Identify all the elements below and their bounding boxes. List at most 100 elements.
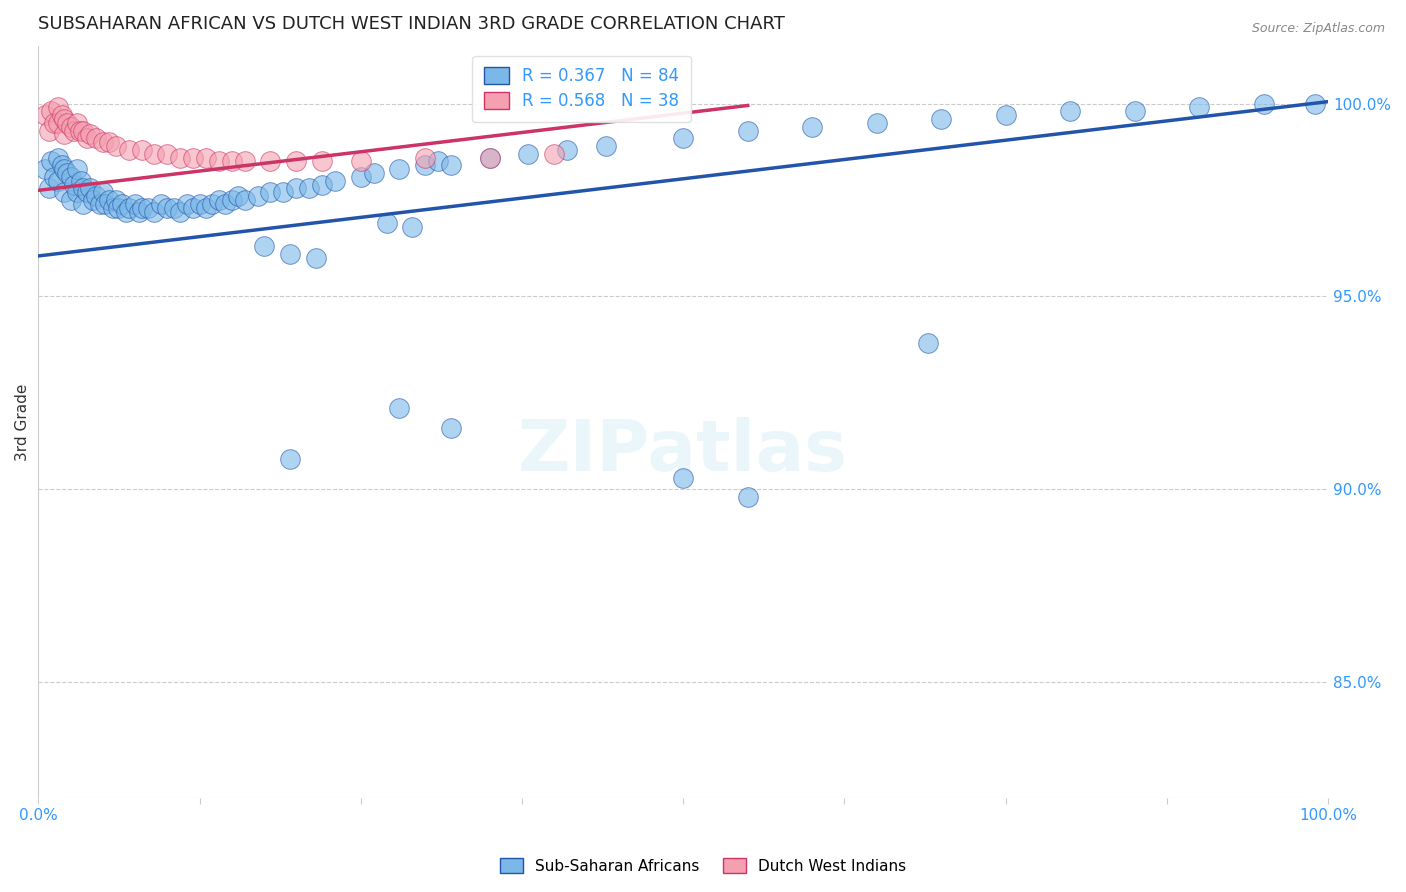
Point: [226, 189, 249, 203]
Point: [51, 108, 73, 122]
Point: [53, 186, 76, 200]
Point: [478, 151, 501, 165]
Point: [994, 108, 1017, 122]
Point: [53, 162, 76, 177]
Point: [101, 201, 124, 215]
Point: [208, 154, 231, 169]
Point: [388, 162, 411, 177]
Point: [70, 174, 93, 188]
Point: [1303, 96, 1326, 111]
Point: [42, 116, 65, 130]
Point: [478, 151, 501, 165]
Point: [214, 197, 236, 211]
Point: [413, 151, 436, 165]
Point: [39, 154, 62, 169]
Point: [169, 151, 191, 165]
Point: [181, 201, 204, 215]
Point: [98, 193, 121, 207]
Point: [273, 186, 295, 200]
Point: [55, 116, 77, 130]
Point: [285, 181, 308, 195]
Point: [82, 193, 104, 207]
Point: [156, 146, 179, 161]
Point: [117, 143, 139, 157]
Text: SUBSAHARAN AFRICAN VS DUTCH WEST INDIAN 3RD GRADE CORRELATION CHART: SUBSAHARAN AFRICAN VS DUTCH WEST INDIAN …: [38, 15, 785, 33]
Point: [388, 401, 411, 416]
Point: [555, 143, 578, 157]
Text: Source: ZipAtlas.com: Source: ZipAtlas.com: [1251, 22, 1385, 36]
Legend: Sub-Saharan Africans, Dutch West Indians: Sub-Saharan Africans, Dutch West Indians: [494, 852, 912, 880]
Point: [304, 251, 326, 265]
Point: [188, 197, 211, 211]
Point: [1188, 100, 1211, 114]
Point: [929, 112, 952, 126]
Point: [253, 239, 276, 253]
Point: [63, 178, 86, 192]
Point: [595, 139, 617, 153]
Point: [259, 186, 281, 200]
Point: [53, 112, 76, 126]
Point: [427, 154, 450, 169]
Point: [34, 162, 56, 177]
Point: [59, 169, 82, 184]
Point: [156, 201, 179, 215]
Point: [278, 247, 301, 261]
Y-axis label: 3rd Grade: 3rd Grade: [15, 384, 30, 460]
Point: [311, 178, 333, 192]
Point: [440, 158, 463, 172]
Point: [672, 131, 695, 145]
Point: [46, 100, 69, 114]
Point: [401, 219, 423, 234]
Point: [117, 201, 139, 215]
Point: [53, 128, 76, 142]
Point: [375, 216, 398, 230]
Point: [38, 181, 60, 195]
Point: [94, 197, 117, 211]
Point: [233, 154, 256, 169]
Point: [737, 490, 759, 504]
Point: [201, 197, 224, 211]
Point: [91, 186, 114, 200]
Point: [136, 201, 159, 215]
Point: [107, 201, 129, 215]
Point: [86, 189, 108, 203]
Point: [59, 193, 82, 207]
Point: [350, 169, 373, 184]
Point: [181, 151, 204, 165]
Point: [169, 204, 191, 219]
Point: [149, 197, 172, 211]
Point: [517, 146, 540, 161]
Point: [246, 189, 269, 203]
Point: [128, 204, 150, 219]
Point: [143, 146, 166, 161]
Point: [131, 143, 153, 157]
Point: [917, 335, 939, 350]
Point: [801, 120, 824, 134]
Point: [866, 116, 889, 130]
Point: [440, 420, 463, 434]
Point: [350, 154, 373, 169]
Point: [131, 201, 153, 215]
Point: [278, 451, 301, 466]
Point: [55, 166, 77, 180]
Point: [208, 193, 231, 207]
Point: [66, 186, 89, 200]
Point: [59, 120, 82, 134]
Point: [1123, 104, 1146, 119]
Point: [124, 197, 146, 211]
Point: [66, 116, 89, 130]
Point: [195, 201, 218, 215]
Point: [1059, 104, 1081, 119]
Text: ZIPatlas: ZIPatlas: [519, 417, 848, 486]
Point: [163, 201, 186, 215]
Point: [79, 128, 101, 142]
Point: [42, 169, 65, 184]
Point: [221, 193, 243, 207]
Point: [285, 154, 308, 169]
Point: [115, 204, 138, 219]
Point: [311, 154, 333, 169]
Point: [176, 197, 198, 211]
Point: [98, 135, 121, 149]
Point: [104, 139, 127, 153]
Legend: R = 0.367   N = 84, R = 0.568   N = 38: R = 0.367 N = 84, R = 0.568 N = 38: [472, 55, 690, 122]
